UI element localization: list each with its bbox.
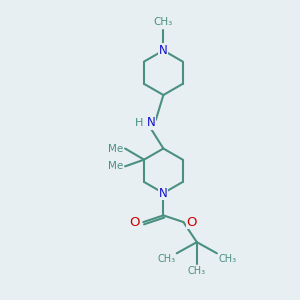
Text: N: N (147, 116, 156, 129)
Text: CH₃: CH₃ (218, 254, 236, 265)
Text: N: N (159, 187, 168, 200)
Text: N: N (159, 44, 168, 57)
Text: Me: Me (108, 161, 124, 171)
Text: O: O (129, 216, 140, 229)
Text: O: O (186, 216, 197, 229)
Text: CH₃: CH₃ (188, 266, 206, 276)
Text: CH₃: CH₃ (157, 254, 175, 265)
Text: Me: Me (108, 143, 124, 154)
Text: H: H (135, 118, 143, 128)
Text: CH₃: CH₃ (153, 17, 172, 27)
